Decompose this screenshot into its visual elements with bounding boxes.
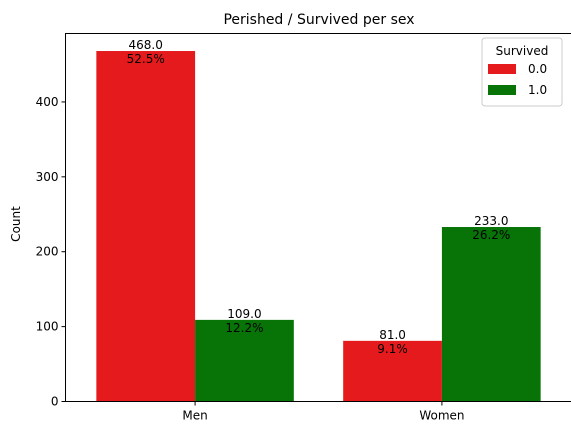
y-tick-label: 200 (36, 245, 59, 259)
y-ticks-group: 0 100 200 300 400 (36, 95, 66, 409)
data-labels-group: 468.052.5% 81.09.1% 109.012.2% 233.026.2% (127, 38, 511, 356)
bar-value-label: 233.0 (474, 214, 508, 228)
y-tick-label: 0 (51, 395, 59, 409)
legend-swatch-0.0 (488, 64, 516, 74)
bar-percent-label: 52.5% (127, 52, 165, 66)
x-tick-label: Men (182, 409, 207, 423)
x-ticks-group: Men Women (182, 401, 465, 423)
bar-percent-label: 26.2% (472, 228, 510, 242)
x-tick-label: Women (419, 409, 464, 423)
bar-men-survived-0.0 (96, 51, 196, 402)
legend-title: Survived (496, 44, 549, 58)
bar-percent-label: 12.2% (225, 321, 263, 335)
y-tick-label: 300 (36, 170, 59, 184)
bar-percent-label: 9.1% (377, 342, 408, 356)
bar-value-label: 81.0 (379, 328, 406, 342)
bar-value-label: 468.0 (129, 38, 163, 52)
legend: Survived 0.0 1.0 (481, 37, 563, 107)
y-tick-label: 100 (36, 320, 59, 334)
legend-label-0.0: 0.0 (528, 62, 547, 76)
bar-women-survived-0.0 (343, 340, 442, 402)
bar-men-survived-1.0 (195, 319, 294, 402)
bars-group (96, 51, 541, 402)
bar-value-label: 109.0 (227, 307, 261, 321)
plot-frame (65, 33, 571, 402)
y-tick-label: 400 (36, 95, 59, 109)
y-axis-label: Count (9, 206, 23, 242)
bar-women-survived-1.0 (441, 227, 541, 402)
chart-title: Perished / Survived per sex (223, 12, 414, 28)
legend-swatch-1.0 (488, 85, 516, 95)
legend-label-1.0: 1.0 (528, 83, 547, 97)
